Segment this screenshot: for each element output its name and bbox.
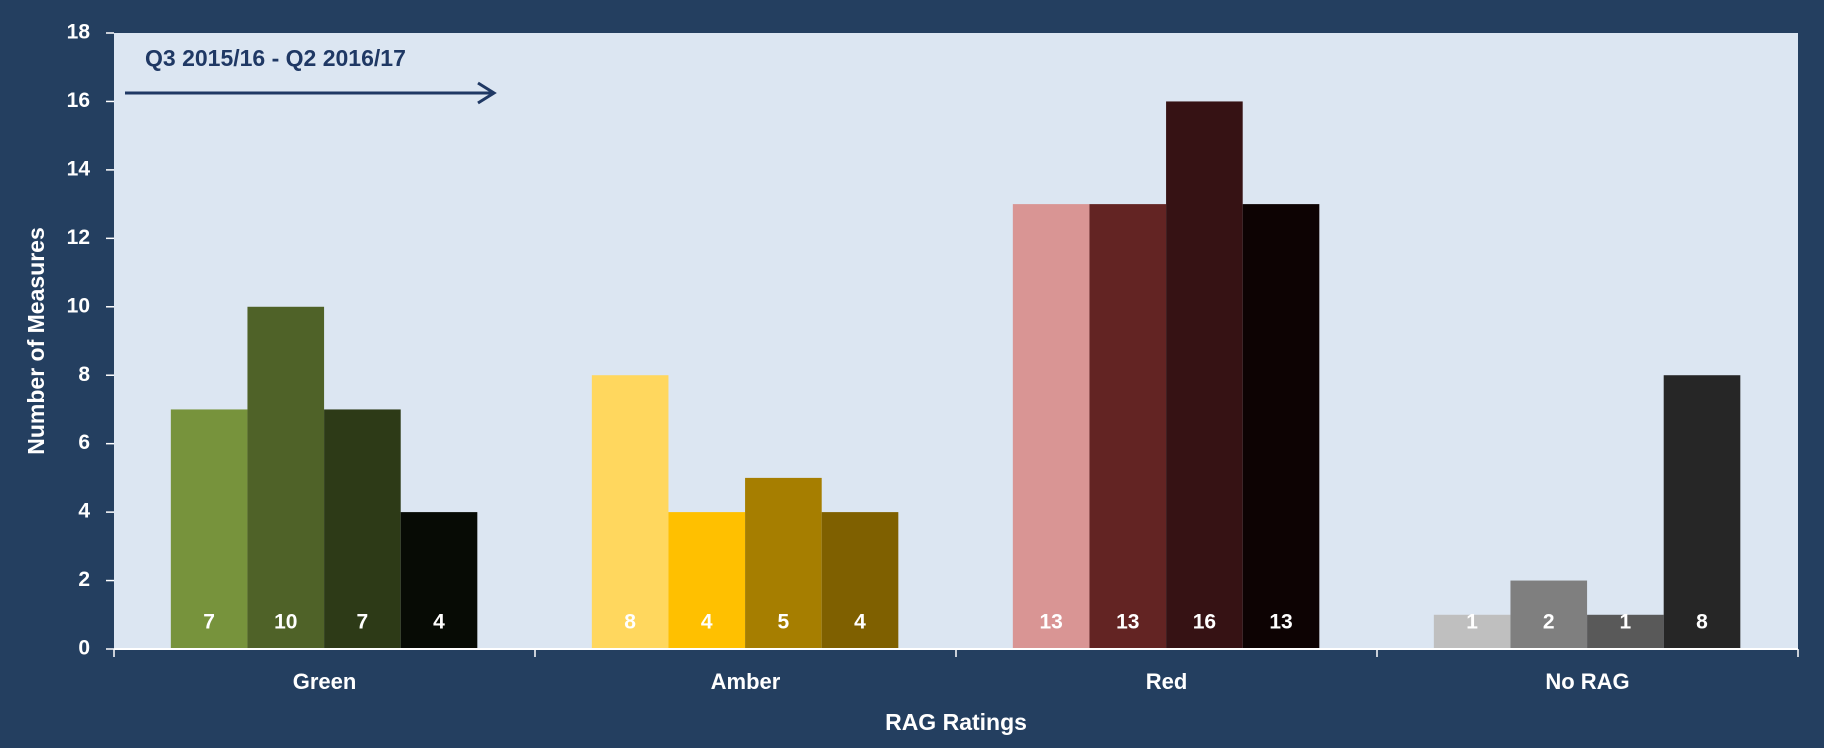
bar [247,306,325,649]
bar [1166,101,1243,649]
x-axis-title: RAG Ratings [885,709,1027,735]
x-tick-label: Amber [711,669,781,694]
y-tick-label: 10 [67,294,90,317]
bar [1587,614,1664,649]
y-axis-title: Number of Measures [23,227,49,455]
annotation: Q3 2015/16 - Q2 2016/17 [145,45,406,71]
value-label: 1 [1620,611,1632,634]
bar [324,409,401,649]
bar [170,409,248,649]
bar [1433,614,1511,649]
value-label: 4 [433,611,445,634]
bar [668,512,746,649]
bar [1089,204,1167,649]
value-label: 4 [701,611,713,634]
y-tick-label: 2 [78,568,90,591]
value-label: 2 [1543,611,1555,634]
y-tick-label: 4 [78,500,90,523]
y-tick-label: 6 [78,431,90,454]
value-label: 4 [854,611,866,634]
y-tick-label: 12 [67,226,90,249]
bar [1242,204,1320,649]
bar [821,512,899,649]
value-label: 16 [1193,611,1216,634]
x-tick-label: No RAG [1545,669,1629,694]
y-tick-label: 8 [78,363,90,386]
value-label: 13 [1269,611,1292,634]
bar [745,477,822,649]
bar [400,512,478,649]
value-label: 8 [624,611,636,634]
value-label: 7 [203,611,215,634]
value-label: 13 [1116,611,1139,634]
value-label: 10 [274,611,297,634]
y-tick-label: 0 [78,637,90,660]
value-label: 1 [1466,611,1478,634]
x-tick-label: Red [1146,669,1188,694]
y-tick-label: 18 [67,21,91,44]
bar [1510,580,1588,649]
bar [1012,204,1090,649]
annotation-arrowhead [477,81,497,105]
y-tick-label: 14 [67,157,91,180]
value-label: 8 [1696,611,1708,634]
y-tick-label: 16 [67,89,90,112]
value-label: 13 [1039,611,1062,634]
value-label: 5 [778,611,790,634]
bar [591,375,669,649]
x-tick-label: Green [293,669,357,694]
value-label: 7 [357,611,369,634]
bar [1663,375,1741,649]
